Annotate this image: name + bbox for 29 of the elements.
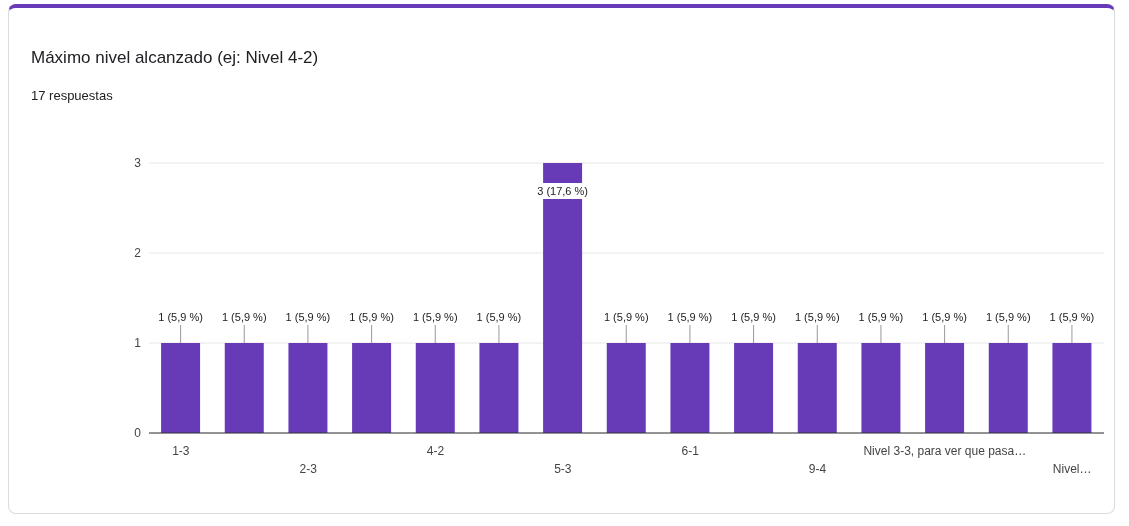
- data-label: 1 (5,9 %): [349, 311, 394, 323]
- data-label: 1 (5,9 %): [794, 311, 840, 323]
- x-tick-label: 6-1: [681, 444, 700, 458]
- x-tick-label: 2-3: [299, 462, 318, 476]
- chart-title: Máximo nivel alcanzado (ej: Nivel 4-2): [31, 48, 319, 68]
- data-label: 1 (5,9 %): [667, 311, 713, 323]
- chart-subtitle: 17 respuestas: [31, 88, 113, 103]
- data-label: 1 (5,9 %): [285, 311, 331, 323]
- y-tick-label: 0: [134, 426, 142, 441]
- y-tick-label: 3: [134, 156, 142, 171]
- x-tick-label: Nivel…: [1052, 462, 1092, 476]
- x-tick-label: 5-3: [554, 462, 572, 476]
- data-label: 3 (17,6 %): [537, 185, 588, 197]
- data-label: 1 (5,9 %): [158, 311, 203, 323]
- data-label: 1 (5,9 %): [731, 311, 776, 323]
- data-label: 1 (5,9 %): [603, 311, 649, 323]
- x-tick-label: 1-3: [172, 444, 190, 458]
- data-label: 1 (5,9 %): [985, 311, 1031, 323]
- data-label: 1 (5,9 %): [221, 311, 267, 323]
- x-tick-label: 4-2: [426, 444, 445, 458]
- y-tick-label: 2: [134, 246, 142, 261]
- data-label: 1 (5,9 %): [412, 311, 458, 323]
- x-tick-label: Nivel 3-3, para ver que pasa…: [863, 444, 1027, 458]
- data-label: 1 (5,9 %): [858, 311, 904, 323]
- y-tick-label: 1: [134, 336, 142, 351]
- data-label: 1 (5,9 %): [476, 311, 522, 323]
- x-tick-label: 9-4: [808, 462, 827, 476]
- data-label: 1 (5,9 %): [922, 311, 967, 323]
- data-label: 1 (5,9 %): [1049, 311, 1095, 323]
